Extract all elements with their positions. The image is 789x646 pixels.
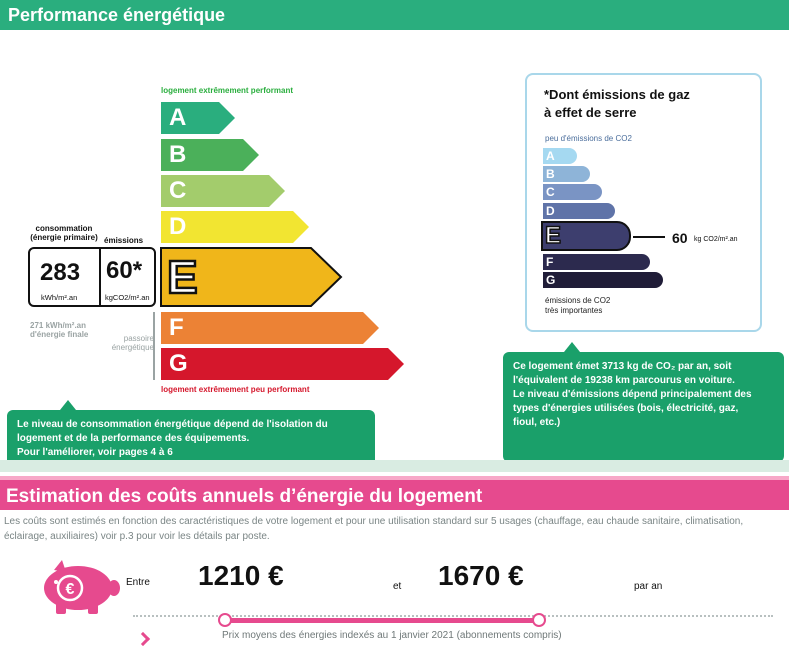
emissions-value: 60* <box>106 257 143 284</box>
callout-line: l'équivalent de 19238 km parcourus en vo… <box>513 375 735 386</box>
section-divider <box>0 460 789 472</box>
callout-line: Ce logement émet 3713 kg de CO₂ par an, … <box>513 361 732 372</box>
callout-pointer-left <box>60 400 76 410</box>
emissions-label: émissions <box>104 236 144 245</box>
consumption-unit: kWh/m².an <box>41 293 78 302</box>
callout-line: Le niveau de consommation énergétique dé… <box>17 419 328 430</box>
callout-line: types d'énergies utilisées (bois, électr… <box>513 403 739 414</box>
consumption-callout: Le niveau de consommation énergétique dé… <box>7 410 375 466</box>
consumption-value: 283 <box>40 259 81 286</box>
callout-line: Le niveau d'émissions dépend principalem… <box>513 389 752 400</box>
dpe-class-g: G <box>161 348 404 380</box>
between-label: Entre <box>126 577 150 588</box>
dpe-class-d: D <box>161 211 309 243</box>
ges-caption-line: émissions de CO2 <box>545 296 611 305</box>
callout-line: Pour l'améliorer, voir pages 4 à 6 <box>17 447 173 458</box>
ges-caption-line: très importantes <box>545 306 603 315</box>
performance-header: Performance énergétique <box>0 0 789 30</box>
ges-title-line: *Dont émissions de gaz <box>544 87 690 102</box>
ges-title: *Dont émissions de gaz à effet de serre <box>544 86 744 122</box>
costs-header: Estimation des coûts annuels d’énergie d… <box>0 476 789 510</box>
piggy-bank-icon: € <box>44 560 120 614</box>
ges-class-e-frame <box>541 221 631 251</box>
callout-pointer-right <box>564 342 580 352</box>
emissions-callout: Ce logement émet 3713 kg de CO₂ par an, … <box>503 352 784 462</box>
passoire-bracket <box>153 312 155 380</box>
final-energy-text: 271 kWh/m².an d'énergie finale <box>30 321 89 339</box>
ges-class-b: B <box>543 166 590 182</box>
dpe-class-b: B <box>161 139 259 171</box>
scale-caption-top: logement extrêmement performant <box>161 86 294 95</box>
cost-high: 1670 € <box>438 560 524 591</box>
consumption-label: consommation (énergie primaire) <box>30 224 98 242</box>
scale-caption-bottom: logement extrêmement peu performant <box>161 385 310 394</box>
ges-class-e: E <box>544 221 562 250</box>
cost-note: Prix moyens des énergies indexés au 1 ja… <box>222 630 562 641</box>
passoire-label: passoire énergétique <box>111 334 154 352</box>
callout-line: logement et de la performance des équipe… <box>17 433 250 444</box>
ges-title-line: à effet de serre <box>544 105 637 120</box>
ges-class-g: G <box>543 272 663 288</box>
ges-class-d: D <box>543 203 615 219</box>
ges-class-f: F <box>543 254 650 270</box>
ges-class-a: A <box>543 148 577 164</box>
cost-range-high-marker <box>532 613 546 627</box>
dpe-class-a: A <box>161 102 235 134</box>
ges-unit: kg CO2/m².an <box>694 236 738 243</box>
ges-value-pointer <box>633 236 665 238</box>
cost-range-low-marker <box>218 613 232 627</box>
ges-panel <box>525 73 762 332</box>
dpe-class-e-frame <box>155 246 345 308</box>
dpe-class-c: C <box>161 175 285 207</box>
callout-line: fioul, etc.) <box>513 417 561 428</box>
dpe-class-e: E <box>166 251 199 304</box>
and-label: et <box>393 581 402 592</box>
per-year-label: par an <box>634 581 663 592</box>
cost-range-bar <box>225 618 538 623</box>
cost-scale <box>133 615 773 617</box>
ges-caption-bottom: émissions de CO2 très importantes <box>545 296 610 316</box>
dpe-class-f: F <box>161 312 379 344</box>
pink-chevron-icon <box>135 631 151 646</box>
value-divider <box>99 249 101 305</box>
ges-value: 60 <box>672 230 688 246</box>
svg-text:€: € <box>66 581 75 598</box>
emissions-unit: kgCO2/m².an <box>105 293 150 302</box>
costs-description: Les coûts sont estimés en fonction des c… <box>4 516 744 542</box>
value-box <box>28 247 156 307</box>
ges-class-c: C <box>543 184 602 200</box>
ges-caption-top: peu d'émissions de CO2 <box>545 134 632 143</box>
cost-low: 1210 € <box>198 560 284 591</box>
